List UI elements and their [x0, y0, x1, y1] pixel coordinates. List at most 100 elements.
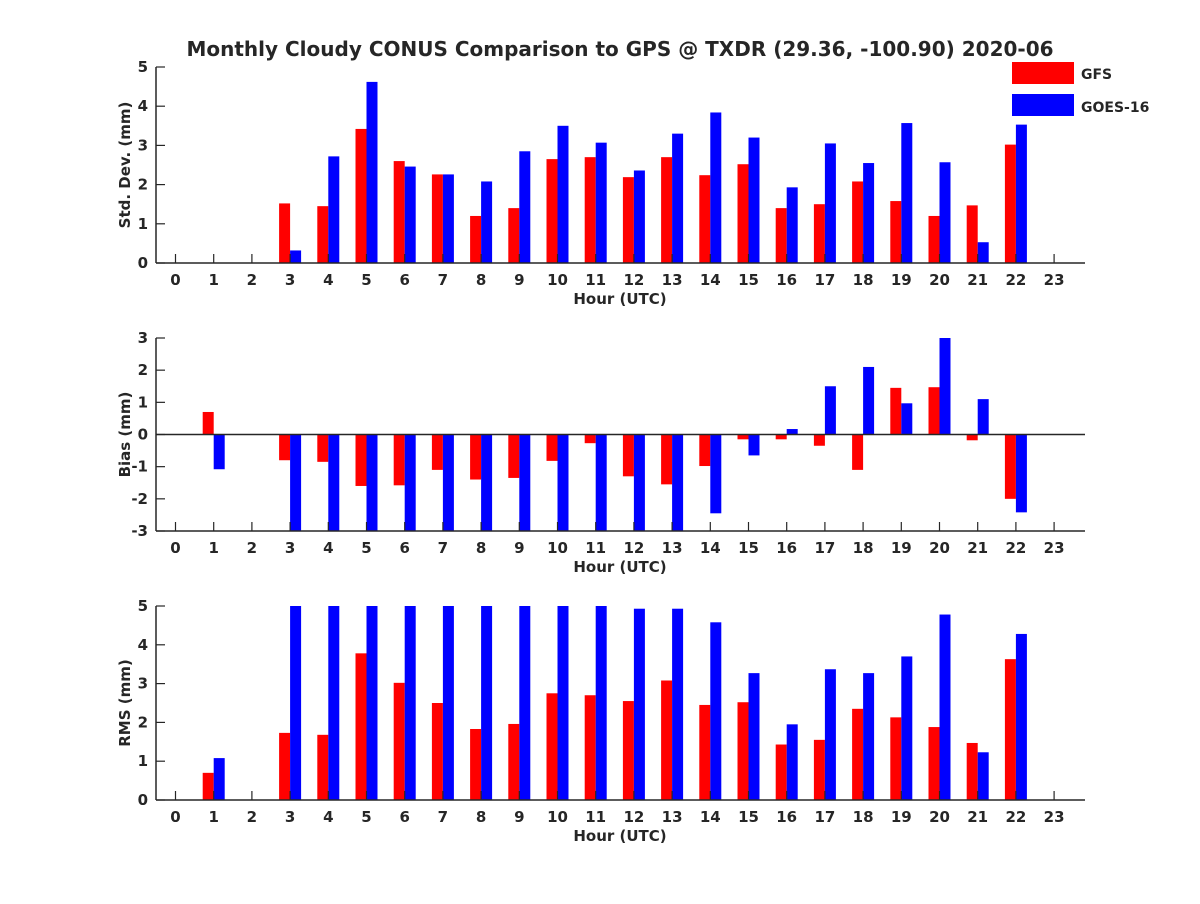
y-tick-label: 3 — [138, 136, 148, 154]
bar-gfs-hour-19 — [890, 201, 902, 263]
bar-goes-16-hour-22 — [1015, 434, 1027, 513]
x-axis-label: Hour (UTC) — [573, 290, 666, 308]
bar-goes-16-hour-19 — [901, 403, 913, 435]
bar-goes-16-hour-11 — [595, 434, 607, 531]
bar-goes-16-hour-15 — [748, 434, 760, 456]
chart-title: Monthly Cloudy CONUS Comparison to GPS @… — [186, 37, 1053, 61]
bar-gfs-hour-8 — [470, 215, 482, 263]
bar-gfs-hour-19 — [890, 717, 902, 800]
bar-gfs-hour-5 — [355, 434, 367, 486]
bar-gfs-hour-18 — [852, 181, 864, 263]
bar-gfs-hour-19 — [890, 387, 902, 435]
y-axis-label: RMS (mm) — [116, 659, 134, 746]
x-tick-label: 18 — [853, 271, 874, 289]
x-tick-label: 23 — [1044, 808, 1065, 826]
x-tick-label: 9 — [514, 539, 524, 557]
x-tick-label: 21 — [967, 539, 988, 557]
bar-gfs-hour-6 — [393, 161, 405, 263]
x-tick-label: 7 — [438, 808, 448, 826]
bar-gfs-hour-20 — [928, 387, 940, 435]
bar-goes-16-hour-4 — [328, 434, 340, 531]
x-tick-label: 22 — [1005, 539, 1026, 557]
bar-goes-16-hour-5 — [366, 434, 378, 531]
x-tick-label: 17 — [814, 271, 835, 289]
x-tick-label: 15 — [738, 271, 759, 289]
x-tick-label: 18 — [853, 539, 874, 557]
x-tick-label: 7 — [438, 539, 448, 557]
x-tick-label: 14 — [700, 539, 721, 557]
x-tick-label: 17 — [814, 808, 835, 826]
bar-goes-16-hour-19 — [901, 123, 913, 263]
y-tick-label: 5 — [138, 58, 148, 76]
legend-label-goes-16: GOES-16 — [1081, 100, 1149, 116]
bar-gfs-hour-7 — [431, 703, 443, 800]
x-tick-label: 2 — [247, 539, 257, 557]
x-tick-label: 2 — [247, 271, 257, 289]
x-tick-label: 23 — [1044, 271, 1065, 289]
bar-goes-16-hour-7 — [442, 434, 454, 531]
bar-gfs-hour-11 — [584, 695, 596, 800]
legend: GFS GOES-16 — [1012, 62, 1149, 116]
bar-goes-16-hour-9 — [519, 606, 531, 800]
bar-goes-16-hour-10 — [557, 125, 569, 263]
bar-gfs-hour-15 — [737, 164, 749, 263]
bar-gfs-hour-4 — [317, 206, 329, 263]
bar-gfs-hour-13 — [661, 434, 673, 485]
x-tick-label: 23 — [1044, 539, 1065, 557]
bar-gfs-hour-17 — [813, 434, 825, 446]
y-tick-label: 0 — [138, 254, 148, 272]
bar-goes-16-hour-3 — [290, 434, 302, 531]
y-tick-label: -1 — [131, 458, 148, 476]
bar-gfs-hour-3 — [279, 732, 291, 800]
x-tick-label: 20 — [929, 271, 950, 289]
bar-goes-16-hour-7 — [442, 174, 454, 263]
bar-goes-16-hour-14 — [710, 112, 722, 263]
bar-gfs-hour-3 — [279, 434, 291, 461]
bar-gfs-hour-8 — [470, 728, 482, 800]
bar-gfs-hour-15 — [737, 702, 749, 800]
bar-gfs-hour-3 — [279, 203, 291, 263]
bar-gfs-hour-14 — [699, 704, 711, 800]
bar-goes-16-hour-15 — [748, 673, 760, 800]
x-tick-label: 13 — [662, 271, 683, 289]
y-axis-label: Bias (mm) — [116, 392, 134, 478]
x-tick-label: 6 — [399, 271, 409, 289]
x-tick-label: 17 — [814, 539, 835, 557]
bar-gfs-hour-4 — [317, 734, 329, 800]
x-tick-label: 12 — [623, 271, 644, 289]
bar-gfs-hour-9 — [508, 208, 520, 263]
y-tick-label: -2 — [131, 490, 148, 508]
y-tick-label: 1 — [138, 752, 148, 770]
x-tick-label: 20 — [929, 539, 950, 557]
legend-label-gfs: GFS — [1081, 67, 1112, 83]
bar-goes-16-hour-20 — [939, 614, 951, 800]
bar-gfs-hour-1 — [202, 772, 214, 800]
bar-gfs-hour-22 — [1004, 434, 1016, 499]
bar-gfs-hour-16 — [775, 208, 787, 263]
y-tick-label: 2 — [138, 176, 148, 194]
bar-gfs-hour-12 — [622, 177, 634, 263]
x-tick-label: 5 — [361, 808, 371, 826]
x-tick-label: 21 — [967, 271, 988, 289]
x-tick-label: 11 — [585, 808, 606, 826]
bar-gfs-hour-21 — [966, 742, 978, 800]
bar-gfs-hour-20 — [928, 727, 940, 800]
bar-goes-16-hour-21 — [977, 399, 989, 435]
y-tick-label: 0 — [138, 791, 148, 809]
x-tick-label: 4 — [323, 808, 333, 826]
bar-goes-16-hour-12 — [633, 170, 645, 263]
bar-goes-16-hour-5 — [366, 81, 378, 263]
bar-goes-16-hour-12 — [633, 434, 645, 531]
y-tick-label: 2 — [138, 713, 148, 731]
bar-goes-16-hour-22 — [1015, 633, 1027, 800]
bar-gfs-hour-13 — [661, 680, 673, 800]
bar-gfs-hour-11 — [584, 157, 596, 263]
bar-goes-16-hour-17 — [824, 669, 836, 800]
bar-gfs-hour-10 — [546, 434, 558, 461]
x-tick-label: 7 — [438, 271, 448, 289]
